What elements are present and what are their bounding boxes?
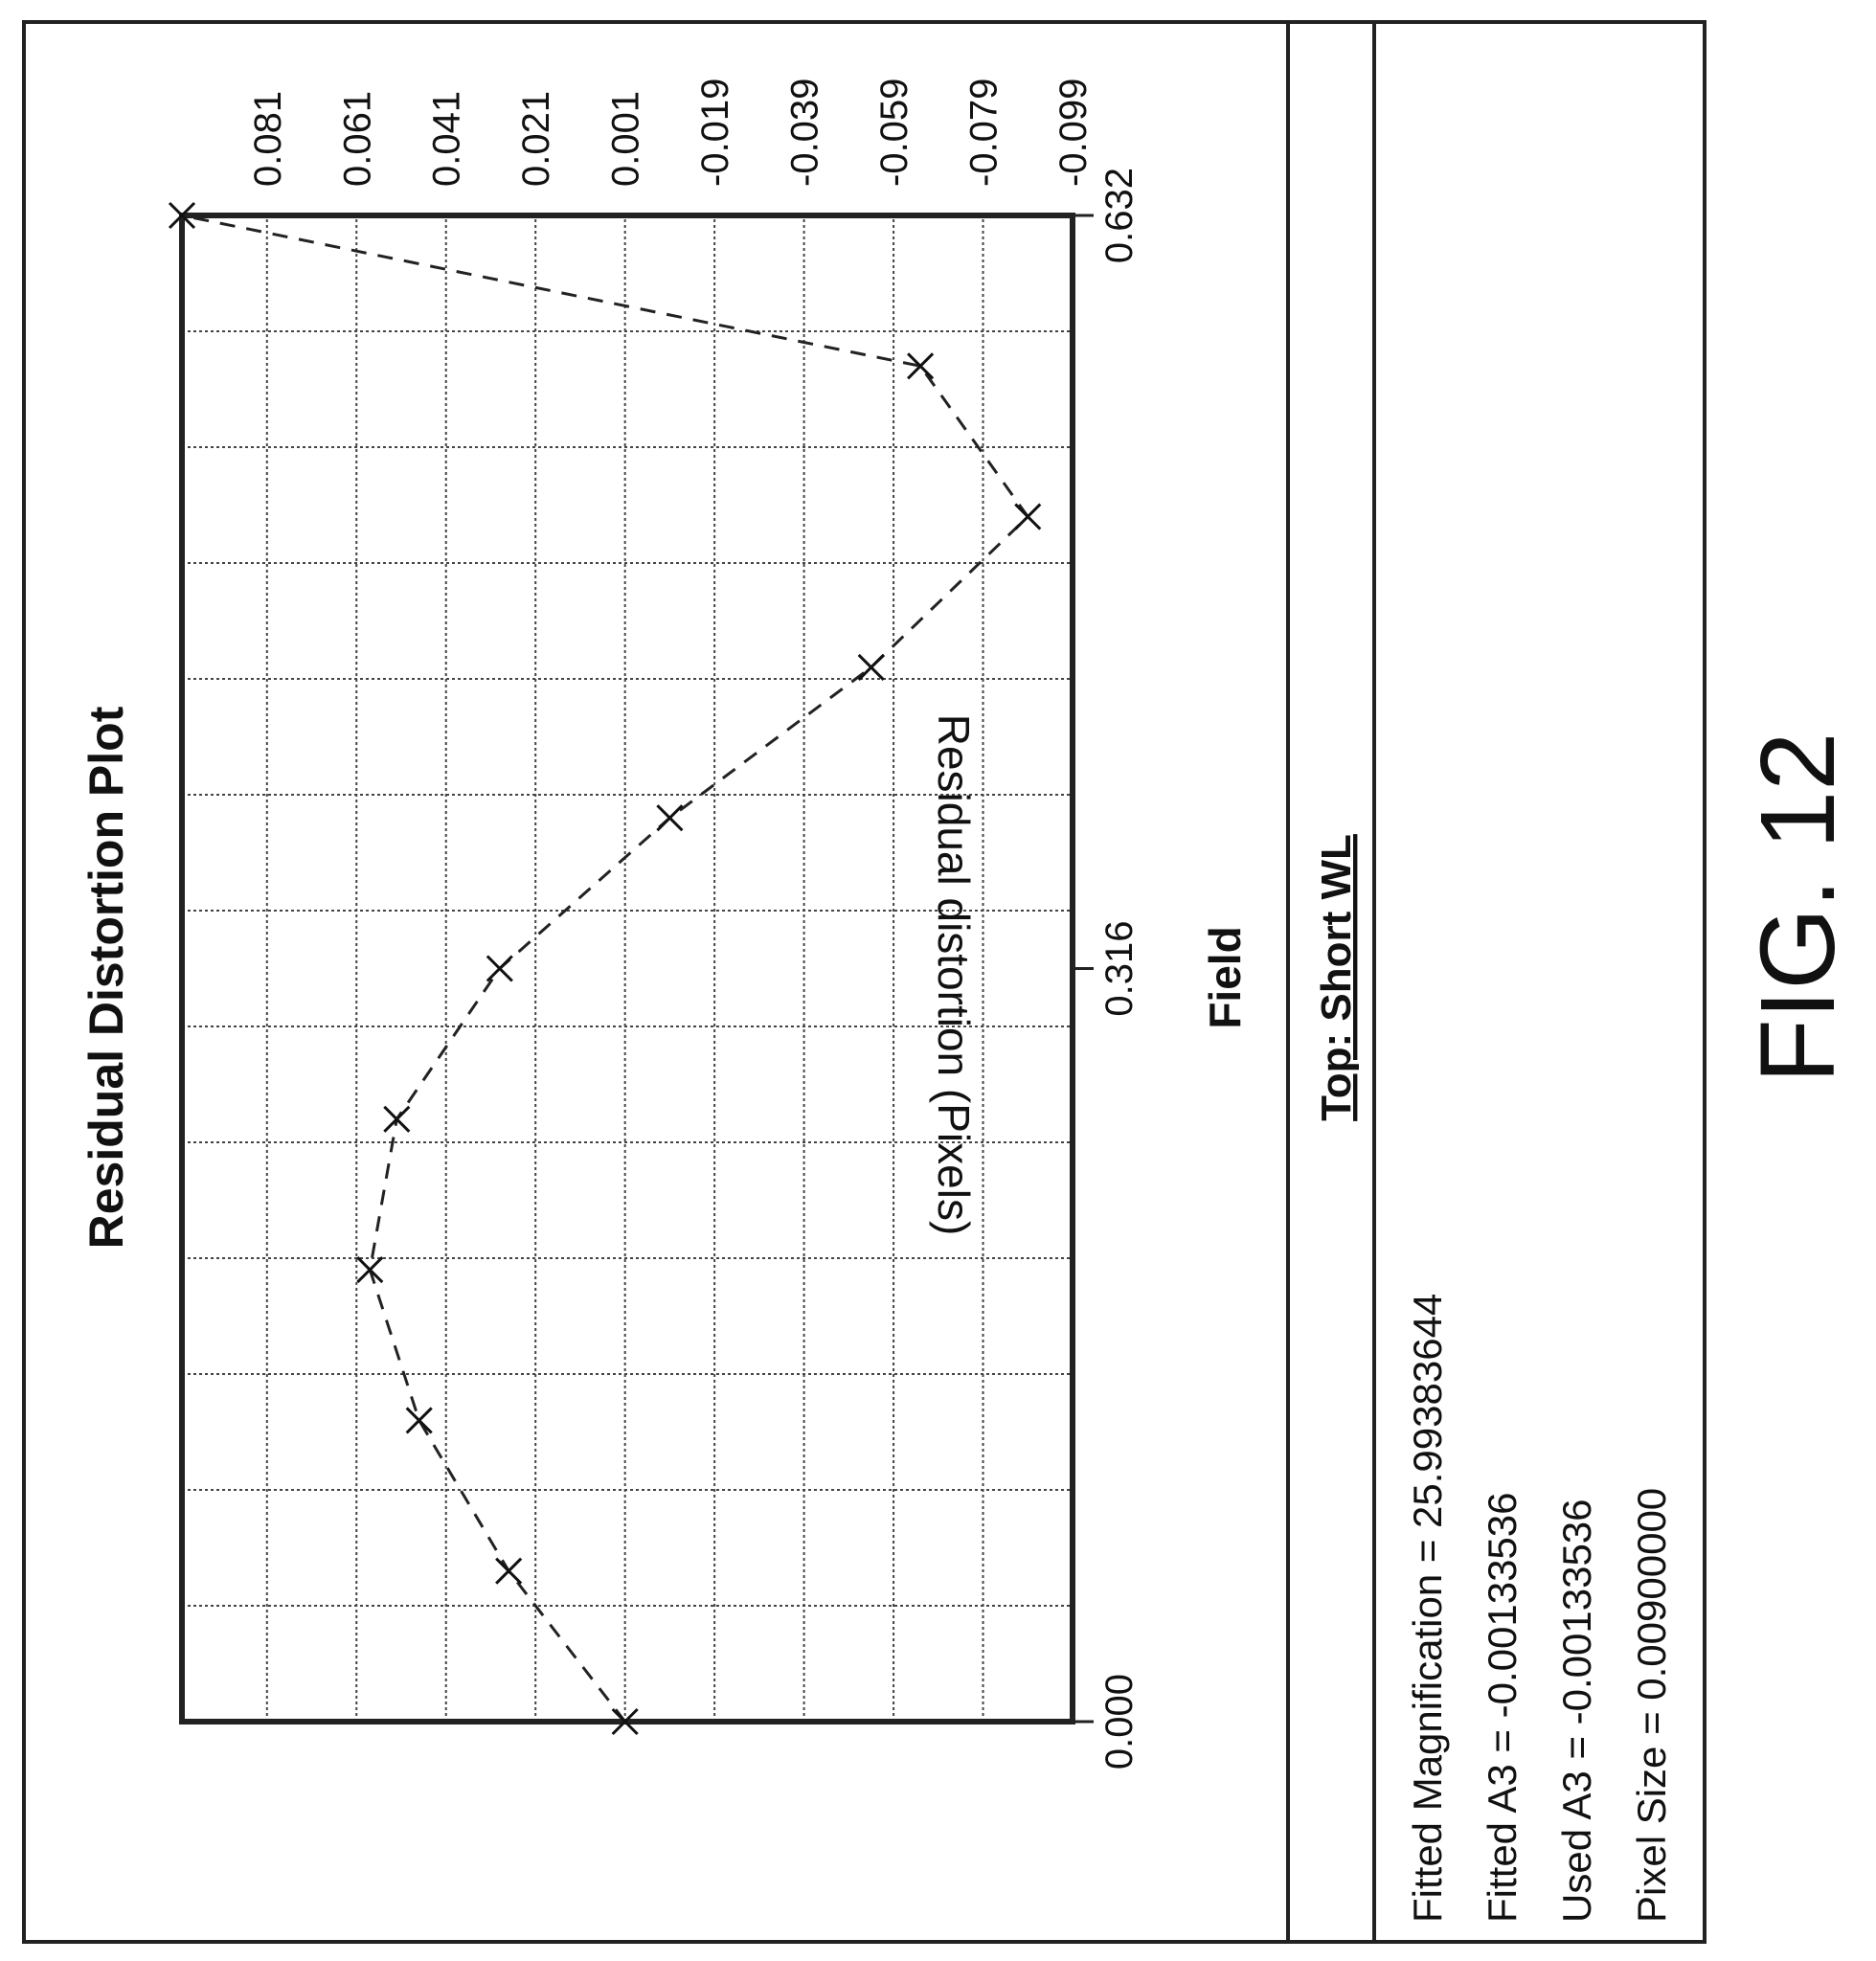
data-point-marker [611, 1707, 639, 1736]
data-point-marker [907, 352, 935, 380]
figure-label: FIG. 12 [1739, 733, 1857, 1084]
x-axis-label: Field [1200, 926, 1250, 1028]
marker-stroke [656, 804, 684, 832]
marker-stroke [356, 1256, 384, 1284]
y-tick-label: -0.059 [873, 79, 915, 187]
marker-stroke [907, 352, 935, 380]
marker-stroke [1014, 503, 1042, 530]
data-point-marker [168, 201, 196, 230]
x-tick-label: 0.316 [1098, 920, 1141, 1016]
info-line-magnification: Fitted Magnification = 25.99383644 [1405, 1294, 1450, 1923]
marker-stroke [611, 1707, 639, 1736]
y-tick-label: -0.079 [963, 79, 1006, 187]
data-point-marker [857, 653, 885, 681]
data-point-marker [405, 1407, 433, 1434]
marker-stroke [168, 201, 196, 230]
y-tick-label: -0.099 [1052, 79, 1095, 187]
data-point-marker [495, 1557, 523, 1585]
marker-stroke [486, 955, 513, 982]
y-tick-label: -0.039 [784, 79, 826, 187]
y-tick-label: 0.061 [336, 91, 378, 187]
x-tick-label: 0.632 [1098, 168, 1141, 263]
y-tick-label: 0.001 [605, 91, 647, 187]
data-point-marker [486, 955, 513, 982]
data-point-marker [656, 804, 684, 832]
info-line-pixel-size: Pixel Size = 0.00900000 [1629, 1488, 1674, 1923]
chart-title: Residual Distortion Plot [79, 706, 133, 1249]
top-label: Top: Short WL [1313, 834, 1360, 1121]
series-line [181, 214, 1030, 1723]
marker-stroke [383, 1105, 411, 1133]
marker-stroke [495, 1557, 523, 1585]
x-tick-label: 0.000 [1098, 1674, 1141, 1769]
info-line-used-a3: Used A3 = -0.00133536 [1554, 1499, 1599, 1923]
y-tick-label: 0.041 [426, 91, 468, 187]
y-tick-label: 0.081 [247, 91, 289, 187]
y-tick-label: 0.021 [515, 91, 557, 187]
outer-frame [22, 20, 1706, 1944]
data-points [168, 201, 1042, 1736]
data-point-marker [356, 1256, 384, 1284]
y-tick-label: -0.019 [694, 79, 736, 187]
info-line-fitted-a3: Fitted A3 = -0.00133536 [1480, 1492, 1525, 1923]
data-point-marker [1014, 503, 1042, 530]
x-axis-ticks: 0.000 0.316 0.632 [1073, 168, 1141, 1769]
marker-stroke [857, 653, 885, 681]
data-point-marker [383, 1105, 411, 1133]
y-axis-label: Residual distortion (Pixels) [929, 714, 979, 1236]
y-axis-ticks: 0.081 0.061 0.041 0.021 0.001 -0.019 -0.039 -0.… [247, 79, 1095, 187]
marker-stroke [405, 1407, 433, 1434]
